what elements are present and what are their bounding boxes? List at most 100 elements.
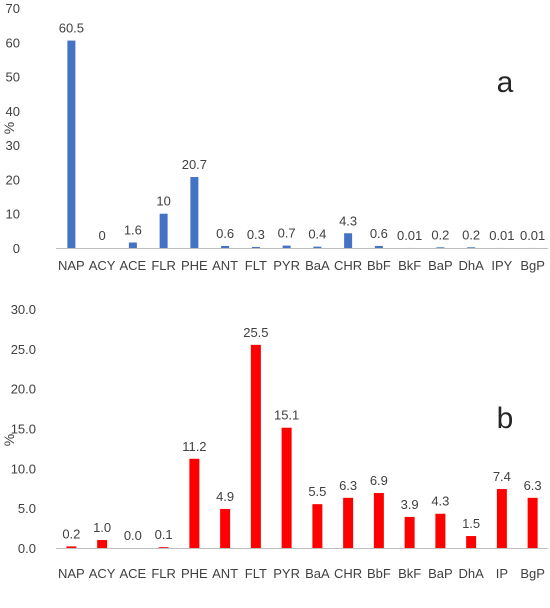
data-label-ip: 7.4	[493, 469, 511, 484]
category-label-acy: ACY	[89, 258, 116, 273]
category-label-bgp: BgP	[520, 566, 545, 581]
bar-baa	[312, 504, 323, 548]
bar-chr	[344, 233, 353, 248]
category-label-bbf: BbF	[367, 566, 391, 581]
bar-acy	[97, 540, 108, 548]
y-tick-label: 10	[6, 207, 20, 222]
data-label-dha: 1.5	[462, 516, 480, 531]
data-label-phe: 20.7	[182, 157, 207, 172]
y-axis-label: %	[1, 434, 17, 446]
data-label-ace: 1.6	[124, 223, 142, 238]
bar-pyr	[281, 427, 292, 548]
data-label-chr: 4.3	[339, 213, 357, 228]
category-label-pyr: PYR	[273, 258, 300, 273]
category-label-acy: ACY	[89, 566, 116, 581]
y-tick-label: 15.0	[11, 422, 36, 437]
bar-nap	[66, 546, 77, 548]
category-label-pyr: PYR	[273, 566, 300, 581]
bar-ant	[221, 245, 230, 248]
category-label-ip: IP	[496, 566, 508, 581]
data-label-acy: 1.0	[93, 520, 111, 535]
bar-bbf	[374, 245, 383, 248]
y-axis-label: %	[1, 122, 17, 134]
panel-label: b	[497, 402, 514, 435]
bar-dha	[466, 536, 477, 548]
data-label-nap: 0.2	[62, 526, 80, 541]
category-label-ipy: IPY	[491, 258, 512, 273]
y-tick-label: 0.0	[18, 541, 36, 556]
bar-bkf	[404, 516, 415, 548]
bar-bap	[436, 247, 445, 248]
data-label-bkf: 3.9	[401, 497, 419, 512]
data-label-bbf: 0.6	[370, 226, 388, 241]
category-label-bgp: BgP	[520, 258, 545, 273]
category-label-dha: DhA	[458, 258, 484, 273]
bar-flr	[158, 547, 169, 548]
data-label-bbf: 6.9	[370, 473, 388, 488]
bar-flt	[251, 246, 260, 248]
category-label-nap: NAP	[58, 566, 85, 581]
bar-chr	[343, 497, 354, 548]
data-label-ant: 4.9	[216, 489, 234, 504]
data-label-bgp: 6.3	[524, 478, 542, 493]
category-label-nap: NAP	[58, 258, 85, 273]
y-tick-label: 70	[6, 1, 20, 16]
category-label-flr: FLR	[151, 566, 176, 581]
category-label-flt: FLT	[245, 258, 267, 273]
data-label-pyr: 15.1	[274, 408, 299, 423]
bar-ace	[128, 242, 137, 248]
category-label-baa: BaA	[305, 258, 330, 273]
y-tick-label: 5.0	[18, 501, 36, 516]
data-label-pyr: 0.7	[278, 226, 296, 241]
y-tick-label: 0	[13, 241, 20, 256]
bar-nap	[67, 40, 76, 249]
data-label-flt: 0.3	[247, 227, 265, 242]
data-label-flr: 0.1	[155, 527, 173, 542]
category-label-bap: BaP	[428, 258, 453, 273]
data-label-baa: 5.5	[308, 484, 326, 499]
data-label-ipy: 0.01	[489, 228, 514, 243]
data-label-chr: 6.3	[339, 478, 357, 493]
data-label-phe: 11.2	[182, 439, 206, 454]
data-label-flt: 25.5	[243, 325, 268, 340]
category-label-bap: BaP	[428, 566, 453, 581]
category-label-phe: PHE	[181, 258, 208, 273]
panel-label: a	[497, 66, 514, 99]
category-label-flt: FLT	[245, 566, 267, 581]
data-label-ant: 0.6	[216, 226, 234, 241]
y-tick-label: 30.0	[11, 302, 36, 317]
panel-a: 0 10 20 30 40 50 60 70% 60.5 NAP 0 ACY 1.6 ACE 10 FLR 20…	[1, 1, 548, 273]
bar-flt	[250, 344, 261, 548]
data-label-flr: 10	[156, 194, 170, 209]
bar-bgp	[527, 497, 538, 548]
bar-flr	[159, 213, 168, 248]
bar-dha	[467, 247, 476, 248]
bar-baa	[313, 246, 322, 248]
y-tick-label: 20	[6, 172, 20, 187]
y-tick-label: 60	[6, 35, 20, 50]
y-tick-label: 10.0	[11, 461, 36, 476]
data-label-bap: 0.2	[431, 227, 449, 242]
bar-ip	[496, 489, 507, 548]
y-tick-label: 40	[6, 104, 20, 119]
data-label-nap: 60.5	[59, 21, 84, 36]
data-label-ace: 0.0	[124, 528, 142, 543]
category-label-chr: CHR	[334, 258, 362, 273]
bar-ant	[220, 508, 231, 548]
category-label-dha: DhA	[458, 566, 484, 581]
category-label-bbf: BbF	[367, 258, 391, 273]
bar-bap	[435, 513, 446, 548]
category-label-ace: ACE	[120, 258, 147, 273]
data-label-acy: 0	[99, 228, 106, 243]
category-label-flr: FLR	[151, 258, 176, 273]
y-tick-label: 20.0	[11, 382, 36, 397]
data-label-dha: 0.2	[462, 227, 480, 242]
category-label-ant: ANT	[212, 566, 238, 581]
bar-pyr	[282, 245, 291, 248]
category-label-bkf: BkF	[398, 566, 421, 581]
panel-b: 0.0 5.0 10.0 15.0 20.0 25.0 30.0% 0.2 NAP 1.0 ACY 0…	[1, 302, 548, 581]
y-tick-label: 50	[6, 70, 20, 85]
y-tick-label: 25.0	[11, 342, 36, 357]
